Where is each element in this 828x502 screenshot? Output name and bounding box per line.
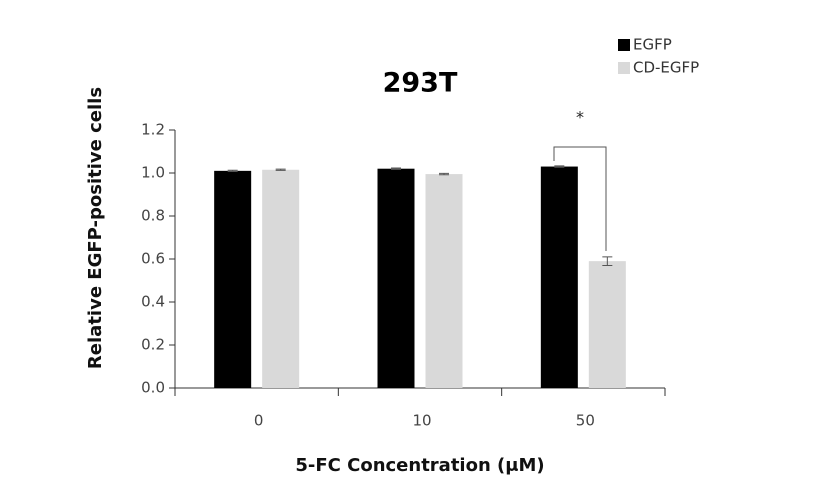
- error-bar: [275, 168, 286, 171]
- bar: [540, 166, 578, 388]
- legend-label: EGFP: [633, 36, 672, 54]
- legend-swatch: [618, 39, 630, 51]
- x-axis-label: 5-FC Concentration (μM): [295, 455, 544, 476]
- y-tick-label: 0.6: [141, 250, 165, 268]
- y-tick-label: 0.4: [141, 293, 165, 311]
- error-bar: [391, 167, 401, 170]
- y-tick-label: 0.2: [141, 336, 165, 354]
- error-bar: [439, 172, 449, 176]
- bar: [262, 169, 300, 388]
- annotation: *: [576, 108, 584, 127]
- significance-bracket: [553, 146, 607, 251]
- legend-swatch: [618, 62, 630, 74]
- y-tick-label: 0.8: [141, 207, 165, 225]
- x-tick-label: 0: [254, 412, 264, 430]
- legend-label: CD-EGFP: [633, 59, 699, 77]
- bar: [425, 174, 463, 388]
- bar: [214, 170, 252, 388]
- error-bar: [554, 165, 565, 168]
- bar: [377, 168, 415, 388]
- x-tick-label: 10: [412, 412, 431, 430]
- chart-title: 293T: [383, 68, 458, 99]
- x-tick-label: 50: [576, 412, 595, 430]
- error-bar: [227, 169, 238, 172]
- y-axis-label: Relative EGFP-positive cells: [85, 87, 106, 369]
- error-bar: [602, 256, 613, 266]
- bar: [588, 261, 626, 388]
- y-tick-label: 1.2: [141, 121, 165, 139]
- y-tick-label: 1.0: [141, 164, 165, 182]
- y-tick-label: 0.0: [141, 379, 165, 397]
